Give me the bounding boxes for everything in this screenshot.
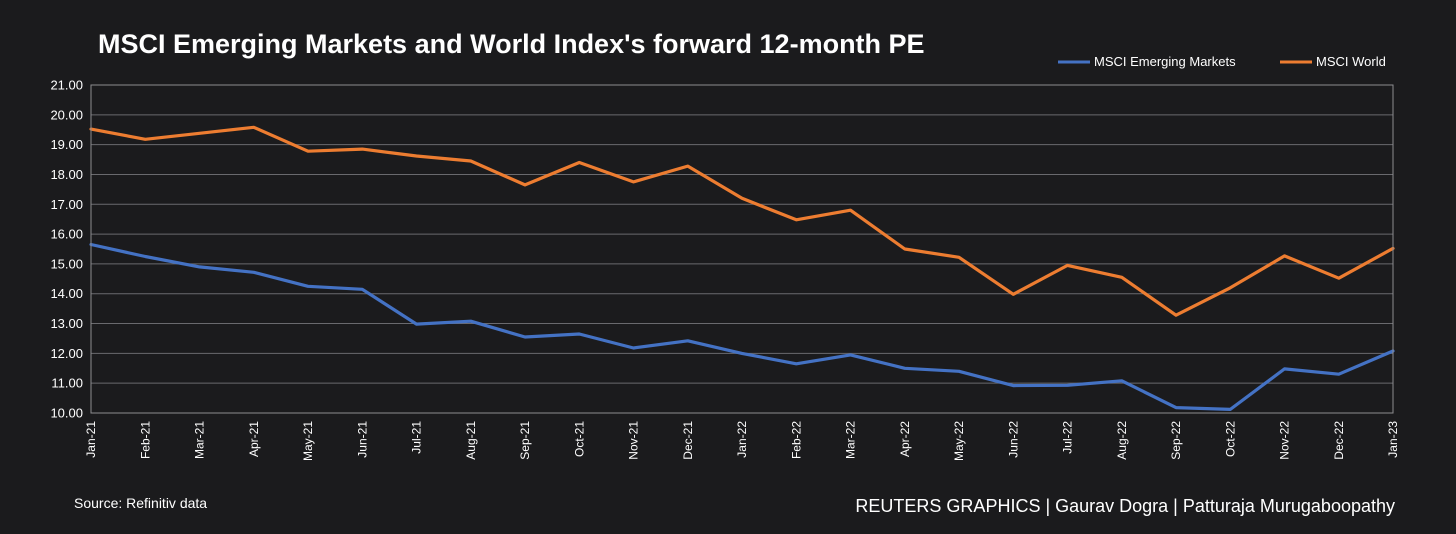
x-tick-label: Jun-21: [355, 421, 369, 458]
y-tick-label: 15.00: [50, 256, 83, 271]
x-tick-label: Oct-22: [1223, 421, 1237, 457]
y-tick-label: 17.00: [50, 197, 83, 212]
y-tick-label: 11.00: [51, 376, 83, 391]
x-tick-label: May-21: [301, 421, 315, 461]
credit-line: REUTERS GRAPHICS | Gaurav Dogra | Pattur…: [855, 496, 1395, 516]
y-tick-label: 16.00: [50, 227, 83, 242]
chart-title: MSCI Emerging Markets and World Index's …: [98, 29, 925, 59]
x-tick-label: Dec-21: [681, 421, 695, 460]
plot-frame: [90, 84, 1394, 414]
x-tick-label: Jul-21: [410, 421, 424, 454]
x-tick-label: Jan-23: [1386, 421, 1400, 458]
x-tick-label: Aug-21: [464, 421, 478, 460]
x-tick-label: Feb-21: [138, 421, 152, 459]
x-axis-ticks: Jan-21 Feb-21 Mar-21 Apr-21 May-21 Jun-21 Jul-…: [84, 421, 1400, 461]
y-tick-label: 12.00: [50, 346, 83, 361]
y-tick-label: 18.00: [50, 167, 83, 182]
x-tick-label: Dec-22: [1332, 421, 1346, 460]
x-tick-label: Nov-21: [627, 421, 641, 460]
gridlines: [91, 84, 1393, 414]
x-tick-label: May-22: [952, 421, 966, 461]
x-tick-label: Oct-21: [572, 421, 586, 457]
x-tick-label: Sep-21: [518, 421, 532, 460]
series-line-world: [89, 125, 1395, 317]
y-tick-label: 20.00: [50, 107, 83, 122]
series-line-emerging-markets: [89, 242, 1395, 411]
x-tick-label: Mar-22: [844, 421, 858, 459]
y-axis-ticks: 21.00 20.00 19.00 18.00 17.00 16.00 15.00 14.00…: [50, 78, 83, 421]
y-tick-label: 10.00: [50, 406, 83, 421]
legend-label-world: MSCI World: [1316, 54, 1386, 69]
y-tick-label: 14.00: [50, 286, 83, 301]
x-tick-label: Jan-21: [84, 421, 98, 458]
x-tick-label: Feb-22: [789, 421, 803, 459]
source-note: Source: Refinitiv data: [74, 495, 207, 511]
series-lines: [89, 125, 1395, 411]
x-tick-label: Mar-21: [193, 421, 207, 459]
x-tick-label: Jan-22: [735, 421, 749, 458]
x-tick-label: Apr-22: [898, 421, 912, 457]
x-tick-label: Jul-22: [1061, 421, 1075, 454]
legend: MSCI Emerging Markets MSCI World: [1058, 54, 1386, 69]
x-tick-label: Sep-22: [1169, 421, 1183, 460]
y-tick-label: 19.00: [50, 137, 83, 152]
x-tick-label: Aug-22: [1115, 421, 1129, 460]
y-tick-label: 13.00: [50, 316, 83, 331]
x-tick-label: Apr-21: [247, 421, 261, 457]
x-tick-label: Nov-22: [1278, 421, 1292, 460]
y-tick-label: 21.00: [50, 78, 83, 93]
x-tick-label: Jun-22: [1006, 421, 1020, 458]
legend-label-emerging: MSCI Emerging Markets: [1094, 54, 1236, 69]
